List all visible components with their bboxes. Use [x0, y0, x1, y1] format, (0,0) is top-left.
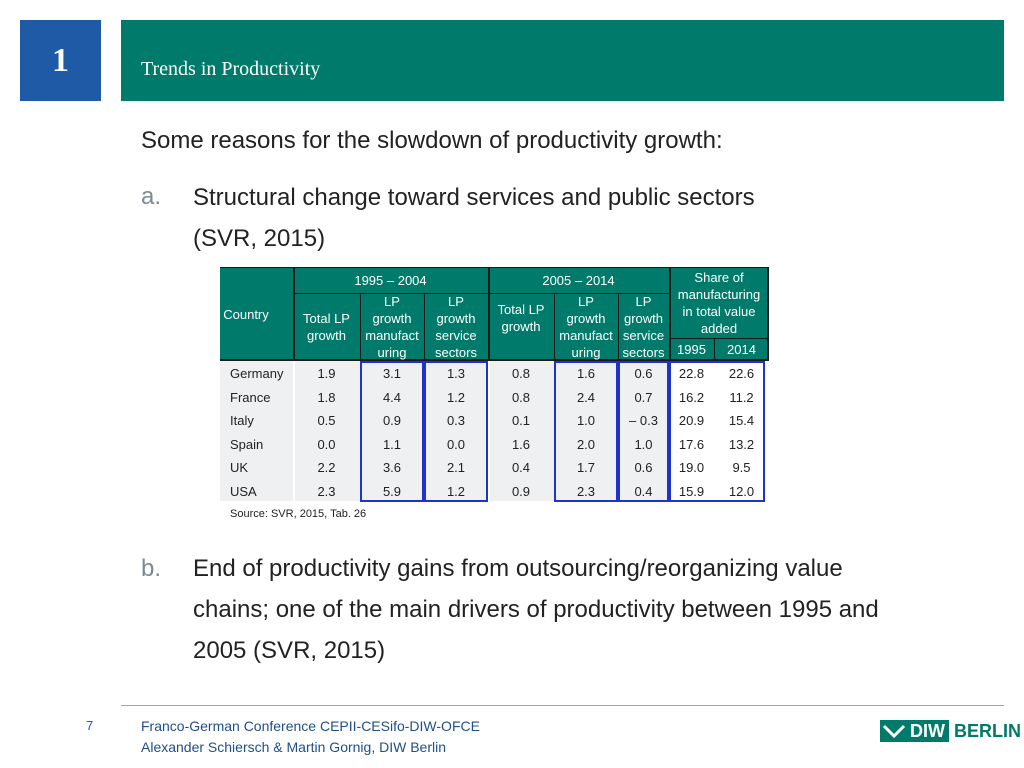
table-cell: 1.6	[576, 366, 596, 381]
table-cell: 0.9	[382, 413, 402, 428]
table-cell: 0.6	[634, 366, 653, 381]
table-cell: 1.0	[576, 413, 596, 428]
table-cell: 1.2	[446, 389, 466, 405]
p1-total-header: Total LP growth	[303, 311, 350, 343]
table-cell: 2.1	[446, 460, 466, 475]
period1-header: 1995 – 2004	[354, 273, 427, 288]
table-row-country: Germany	[230, 366, 284, 381]
table-row-country: USA	[230, 483, 257, 499]
diw-logo-berlin: BERLIN	[954, 720, 1021, 741]
table-cell: 0.4	[634, 483, 653, 499]
page-number: 7	[86, 718, 94, 733]
table-cell: 3.6	[382, 460, 402, 475]
table-cell: 16.2	[678, 389, 705, 405]
slide-number-box: 1	[20, 20, 101, 101]
p2-serv-header: LP growth service sectors	[622, 294, 665, 360]
footer-divider	[121, 705, 1004, 706]
table-cell: 0.0	[446, 436, 466, 452]
table-cell: 20.9	[678, 413, 705, 428]
table-cell: 0.8	[511, 389, 531, 405]
table-cell: 1.6	[511, 436, 531, 452]
bullet-a-line2: (SVR, 2015)	[193, 225, 326, 252]
year1-header: 1995	[677, 342, 706, 357]
table-row-country: Spain	[230, 436, 264, 452]
table-cell: 17.6	[678, 436, 705, 452]
table-cell: 1.3	[446, 366, 466, 381]
table-cell: 15.9	[678, 483, 705, 499]
period2-col-bg	[490, 360, 669, 501]
bullet-b-line1: End of productivity gains from outsourci…	[193, 555, 843, 582]
table-cell: 2.4	[576, 389, 596, 405]
country-col-bg	[220, 360, 293, 501]
table-cell: 19.0	[678, 460, 705, 475]
table-cell: 4.4	[382, 389, 402, 405]
table-cell: 15.4	[728, 413, 755, 428]
table-cell: 0.5	[317, 413, 336, 428]
slide-number: 1	[52, 41, 69, 79]
p2-total-header: Total LP growth	[497, 302, 545, 334]
p2-manu-header: LP growth manufact uring	[559, 294, 613, 360]
intro-text: Some reasons for the slowdown of product…	[141, 127, 723, 154]
highlight-p1-serv	[424, 361, 488, 502]
table-cell: 9.5	[732, 460, 751, 475]
table-cell: 22.8	[678, 366, 705, 381]
table-cell: 1.7	[576, 460, 596, 475]
table-row-country: Italy	[230, 413, 254, 428]
p1-manu-header: LP growth manufact uring	[365, 294, 419, 360]
year2-header: 2014	[727, 342, 756, 357]
table-cell: 1.2	[446, 483, 466, 499]
highlight-share	[669, 361, 765, 502]
table-cell: 3.1	[382, 366, 402, 381]
diw-logo-diw: DIW	[908, 720, 949, 742]
table-cell: 1.9	[317, 366, 336, 381]
table-cell: – 0.3	[629, 413, 658, 428]
table-cell: 0.4	[511, 460, 531, 475]
bullet-b-text: End of productivity gains from outsourci…	[193, 548, 879, 671]
highlight-p2-serv	[618, 361, 669, 502]
table-cell: 13.2	[728, 436, 755, 452]
period2-header: 2005 – 2014	[542, 273, 615, 288]
bullet-a-text: Structural change toward services and pu…	[193, 177, 755, 259]
footer-line1: Franco-German Conference CEPII-CESifo-DI…	[141, 718, 480, 734]
p1-serv-header: LP growth service sectors	[435, 294, 477, 360]
table-source: Source: SVR, 2015, Tab. 26	[230, 508, 367, 520]
slide-title: Trends in Productivity	[141, 58, 321, 80]
table-row-country: UK	[230, 460, 249, 475]
title-bar: Trends in Productivity	[121, 20, 1004, 101]
table-cell: 0.6	[634, 460, 653, 475]
table-cell: 22.6	[728, 366, 755, 381]
table-cell: 1.8	[317, 389, 336, 405]
bullet-b-letter: b.	[141, 555, 162, 582]
table-cell: 0.8	[511, 366, 531, 381]
bullet-a-letter: a.	[141, 183, 162, 210]
table-cell: 1.1	[382, 436, 402, 452]
table-header-bg	[220, 267, 769, 360]
period1-col-bg	[295, 360, 488, 501]
table-cell: 11.2	[729, 389, 754, 405]
table-cell: 0.0	[317, 436, 336, 452]
footer-text: Franco-German Conference CEPII-CESifo-DI…	[141, 716, 480, 758]
bullet-b-line3: 2005 (SVR, 2015)	[193, 637, 386, 664]
diw-logo: DIW BERLIN	[880, 718, 1021, 744]
highlight-p1-manu	[360, 361, 424, 502]
table-cell: 0.1	[511, 413, 531, 428]
table-cell: 0.3	[446, 413, 466, 428]
table-cell: 2.0	[576, 436, 596, 452]
share-header: Share of manufacturing in total value added	[677, 270, 761, 336]
table-cell: 12.0	[728, 483, 755, 499]
table-row-country: France	[230, 389, 271, 405]
table-cell: 2.2	[317, 460, 336, 475]
footer-line2: Alexander Schiersch & Martin Gornig, DIW…	[141, 739, 446, 755]
country-header: Country	[223, 307, 269, 322]
table-cell: 2.3	[576, 483, 596, 499]
bullet-a-line1: Structural change toward services and pu…	[193, 184, 755, 211]
highlight-p2-manu	[554, 361, 618, 502]
table-cell: 0.9	[511, 483, 531, 499]
table-cell: 1.0	[634, 436, 653, 452]
diw-logo-icon	[880, 720, 908, 742]
table-cell: 0.7	[634, 389, 653, 405]
table-cell: 2.3	[317, 483, 336, 499]
table-cell: 5.9	[382, 483, 402, 499]
bullet-b-line2: chains; one of the main drivers of produ…	[193, 596, 879, 623]
